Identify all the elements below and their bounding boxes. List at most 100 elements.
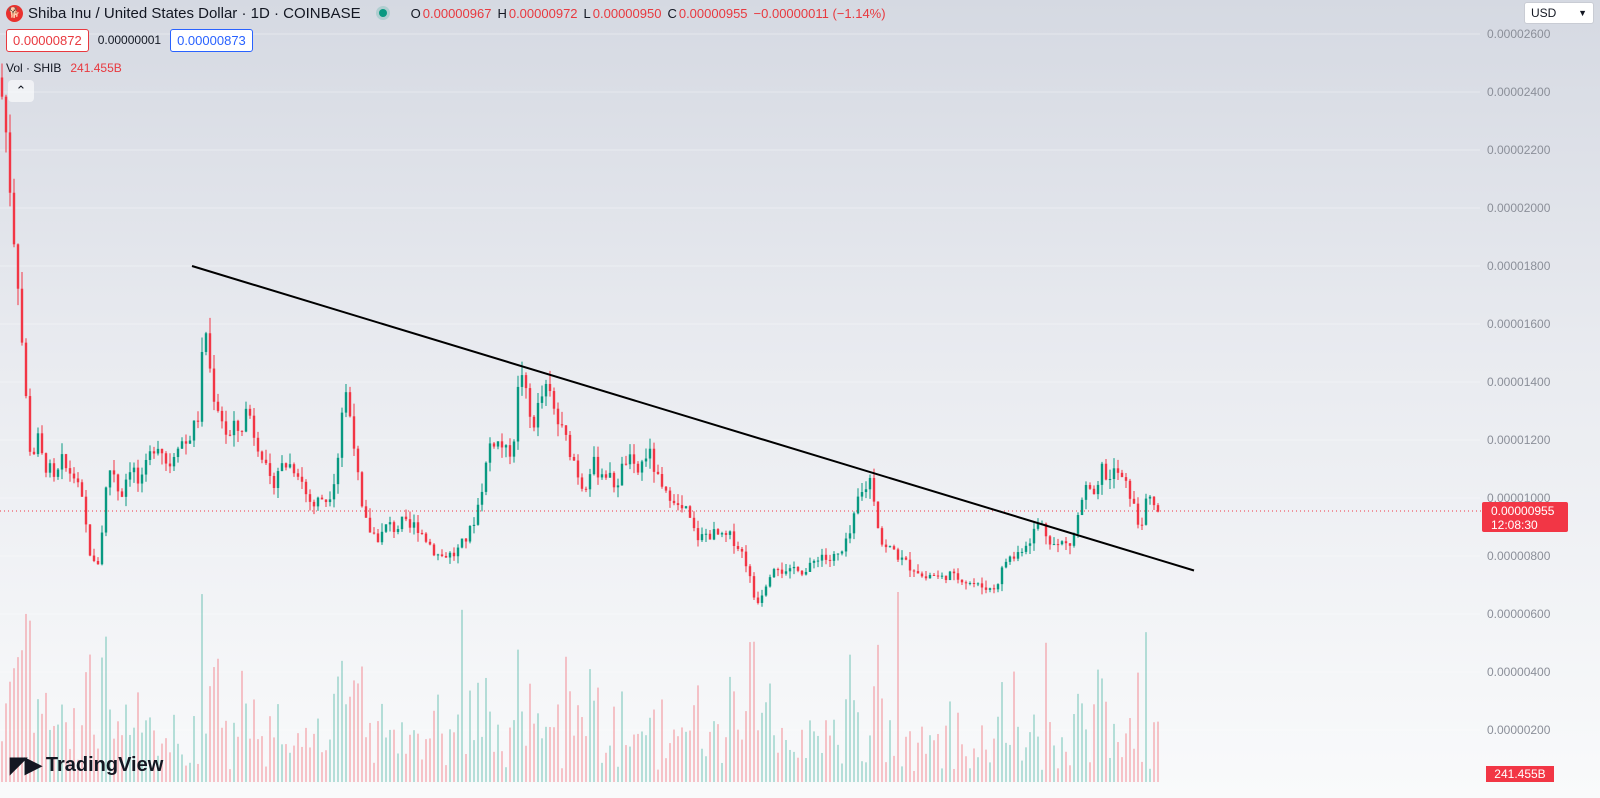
candle-body xyxy=(1104,463,1108,480)
volume-bar xyxy=(593,700,595,782)
symbol-legend: 🐕 Shiba Inu / United States Dollar · 1D … xyxy=(6,3,886,23)
volume-bar xyxy=(249,738,251,782)
tradingview-logo[interactable]: ◤▶ TradingView xyxy=(10,752,163,778)
price-scale-label: 0.00002400 xyxy=(1487,85,1551,99)
candle-body xyxy=(616,485,620,488)
volume-bar xyxy=(245,703,247,782)
volume-bar xyxy=(257,739,259,782)
volume-bar xyxy=(85,672,87,782)
candle-body xyxy=(400,516,404,530)
volume-bar xyxy=(613,706,615,782)
volume-bar xyxy=(497,724,499,782)
volume-bar xyxy=(393,729,395,782)
candle-body xyxy=(1120,472,1124,478)
candle-body xyxy=(1068,543,1072,546)
collapse-legend-button[interactable]: ⌃ xyxy=(8,80,34,102)
volume-bar xyxy=(265,766,267,782)
volume-bar xyxy=(925,753,927,782)
candle-body xyxy=(824,554,828,560)
candle-body xyxy=(704,533,708,535)
low-value: 0.00000950 xyxy=(592,5,662,21)
candle-body xyxy=(100,532,104,565)
candle-body xyxy=(476,504,480,525)
volume-bar xyxy=(1049,722,1051,782)
candle-body xyxy=(736,546,740,549)
last-price-tag: 0.00000955 12:08:30 xyxy=(1482,502,1568,532)
volume-bar xyxy=(957,712,959,782)
currency-select[interactable]: USD ▼ xyxy=(1524,2,1594,24)
candle-body xyxy=(900,557,904,560)
volume-bar xyxy=(985,749,987,782)
candle-body xyxy=(800,570,804,575)
candle-body xyxy=(212,368,216,402)
candle-body xyxy=(192,420,196,441)
volume-bar xyxy=(753,641,755,782)
candle-body xyxy=(652,448,656,472)
volume-bar xyxy=(121,735,123,782)
candle-body xyxy=(524,375,528,389)
volume-bar xyxy=(1117,742,1119,782)
candle-body xyxy=(560,424,564,426)
candle-body xyxy=(204,333,208,352)
buy-button[interactable]: 0.00000873 xyxy=(170,28,253,52)
symbol-title[interactable]: Shiba Inu / United States Dollar · 1D · … xyxy=(28,4,361,22)
volume-bar xyxy=(169,752,171,782)
candle-body xyxy=(968,583,972,585)
volume-bar xyxy=(9,681,11,782)
price-scale-label: 0.00000800 xyxy=(1487,549,1551,563)
volume-bar xyxy=(45,692,47,782)
candle-body xyxy=(436,554,440,556)
close-value: 0.00000955 xyxy=(678,5,748,21)
candle-body xyxy=(1128,480,1132,499)
volume-bar xyxy=(913,770,915,782)
candle-body xyxy=(544,383,548,397)
candle-body xyxy=(808,562,812,572)
candle-body xyxy=(108,470,112,488)
candle-body xyxy=(532,416,536,428)
candle-body xyxy=(352,416,356,449)
candle-body xyxy=(1008,556,1012,562)
candle-body xyxy=(820,554,824,561)
candle-body xyxy=(80,482,84,497)
volume-bar xyxy=(157,755,159,782)
candle-body xyxy=(112,470,116,475)
volume-bar xyxy=(645,735,647,782)
candle-body xyxy=(176,448,180,458)
candle-body xyxy=(296,473,300,477)
candle-body xyxy=(148,451,152,460)
volume-bar xyxy=(305,727,307,782)
candle-body xyxy=(332,484,336,500)
candle-body xyxy=(24,342,28,397)
volume-bar xyxy=(37,699,39,782)
volume-bar xyxy=(1113,723,1115,782)
volume-bar xyxy=(845,699,847,782)
candle-body xyxy=(56,469,60,477)
candle-body xyxy=(724,533,728,535)
volume-bar xyxy=(449,729,451,782)
price-scale-label: 0.00002000 xyxy=(1487,201,1551,215)
volume-bar xyxy=(881,698,883,782)
volume-label[interactable]: Vol · SHIB xyxy=(6,61,62,75)
volume-bar xyxy=(1141,761,1143,782)
volume-bar xyxy=(341,660,343,782)
candle-body xyxy=(1088,485,1092,489)
volume-bar xyxy=(917,742,919,782)
volume-bar xyxy=(253,699,255,782)
volume-bar xyxy=(1,741,3,782)
volume-bar xyxy=(93,734,95,782)
volume-bar xyxy=(237,736,239,782)
candle-body xyxy=(152,451,156,454)
volume-bar xyxy=(473,740,475,782)
candle-body xyxy=(648,448,652,459)
volume-bar xyxy=(565,656,567,782)
sell-button[interactable]: 0.00000872 xyxy=(6,28,89,52)
candle-body xyxy=(980,583,984,588)
volume-bar xyxy=(617,766,619,782)
candle-body xyxy=(916,571,920,574)
volume-bar xyxy=(889,720,891,782)
volume-bar xyxy=(73,708,75,782)
volume-bar xyxy=(421,759,423,782)
candle-body xyxy=(1152,496,1156,506)
volume-bar xyxy=(125,704,127,782)
